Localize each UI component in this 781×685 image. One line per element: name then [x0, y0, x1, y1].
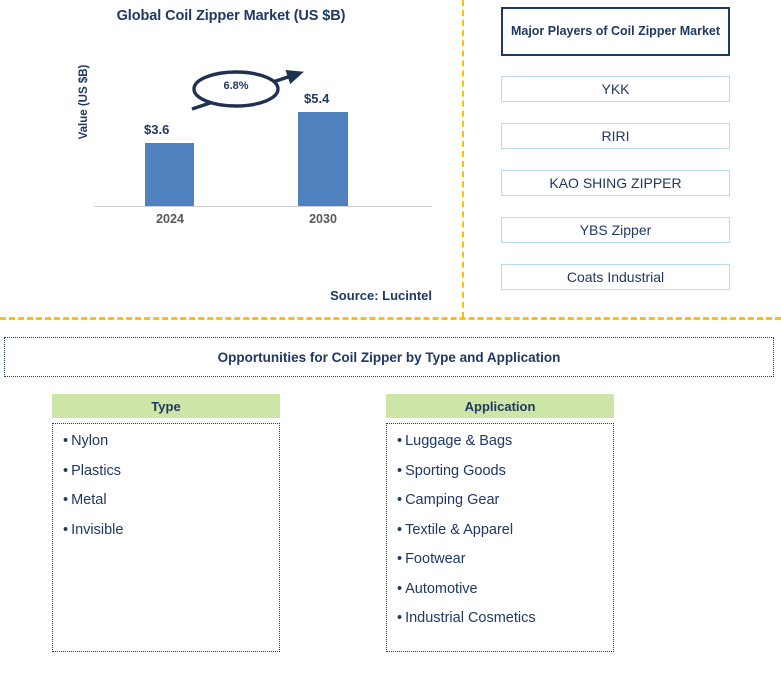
bar-2024: [145, 143, 194, 206]
list-item-label: Plastics: [71, 462, 122, 479]
player-row[interactable]: RIRI: [501, 123, 730, 149]
vertical-divider: [462, 0, 464, 318]
bullet-icon: •: [63, 462, 69, 479]
player-row[interactable]: YKK: [501, 76, 730, 102]
list-item: • Nylon: [63, 434, 279, 449]
list-item: • Industrial Cosmetics: [397, 611, 613, 626]
major-players-title: Major Players of Coil Zipper Market: [501, 7, 730, 56]
player-row[interactable]: Coats Industrial: [501, 264, 730, 290]
opportunities-banner: Opportunities for Coil Zipper by Type an…: [4, 337, 774, 377]
list-item-label: Automotive: [405, 580, 478, 597]
bar-value-2030: $5.4: [304, 91, 330, 106]
cagr-label: 6.8%: [223, 80, 249, 92]
bullet-icon: •: [397, 551, 403, 567]
list-item: • Metal: [63, 493, 279, 508]
application-column: Application • Luggage & Bags • Sporting Go…: [386, 394, 614, 652]
list-item: • Luggage & Bags: [397, 434, 613, 449]
x-tick-2024: 2024: [156, 212, 184, 226]
bullet-icon: •: [63, 433, 69, 449]
market-chart-panel: Global Coil Zipper Market (US $B) Value …: [0, 0, 462, 318]
bullet-icon: •: [63, 521, 69, 538]
list-item-label: Textile & Apparel: [405, 521, 514, 538]
list-item: • Automotive: [397, 580, 613, 597]
list-item: • Sporting Goods: [397, 462, 613, 479]
application-column-body: • Luggage & Bags • Sporting Goods • Camping…: [386, 423, 614, 652]
major-players-panel: Major Players of Coil Zipper Market YKK …: [462, 0, 781, 318]
player-row[interactable]: YBS Zipper: [501, 217, 730, 243]
bullet-icon: •: [397, 521, 403, 538]
bullet-icon: •: [397, 610, 403, 626]
bullet-icon: •: [397, 433, 403, 449]
application-column-header: Application: [386, 394, 614, 418]
list-item: • Plastics: [63, 462, 279, 479]
list-item-label: Nylon: [71, 433, 109, 449]
list-item: • Invisible: [63, 521, 279, 538]
bullet-icon: •: [397, 580, 403, 597]
x-axis-line: [94, 206, 432, 207]
x-tick-2030: 2030: [309, 212, 337, 226]
type-column-header: Type: [52, 394, 280, 418]
source-note: Source: Lucintel: [330, 288, 432, 303]
list-item-label: Industrial Cosmetics: [405, 610, 536, 626]
list-item-label: Metal: [71, 492, 107, 508]
list-item: • Textile & Apparel: [397, 521, 613, 538]
bullet-icon: •: [397, 492, 403, 508]
list-item-label: Invisible: [71, 521, 124, 538]
list-item-label: Sporting Goods: [405, 462, 506, 479]
bullet-icon: •: [63, 492, 69, 508]
list-item: • Camping Gear: [397, 493, 613, 508]
horizontal-divider: [0, 317, 781, 320]
bar-chart-plot: Value (US $B) $3.6 $5.4 2024 2030 6.8%: [78, 62, 436, 226]
cagr-arrow-icon: [191, 69, 304, 111]
type-column-body: • Nylon • Plastics • Metal • Invisible: [52, 423, 280, 652]
chart-title: Global Coil Zipper Market (US $B): [116, 8, 346, 24]
bar-value-2024: $3.6: [144, 122, 170, 137]
list-item: • Footwear: [397, 552, 613, 567]
bar-2030: [298, 112, 348, 206]
player-row[interactable]: KAO SHING ZIPPER: [501, 170, 730, 196]
list-item-label: Camping Gear: [405, 492, 500, 508]
bullet-icon: •: [397, 462, 403, 479]
list-item-label: Footwear: [405, 551, 466, 567]
type-column: Type • Nylon • Plastics • Metal • Invisible: [52, 394, 280, 652]
list-item-label: Luggage & Bags: [405, 433, 513, 449]
